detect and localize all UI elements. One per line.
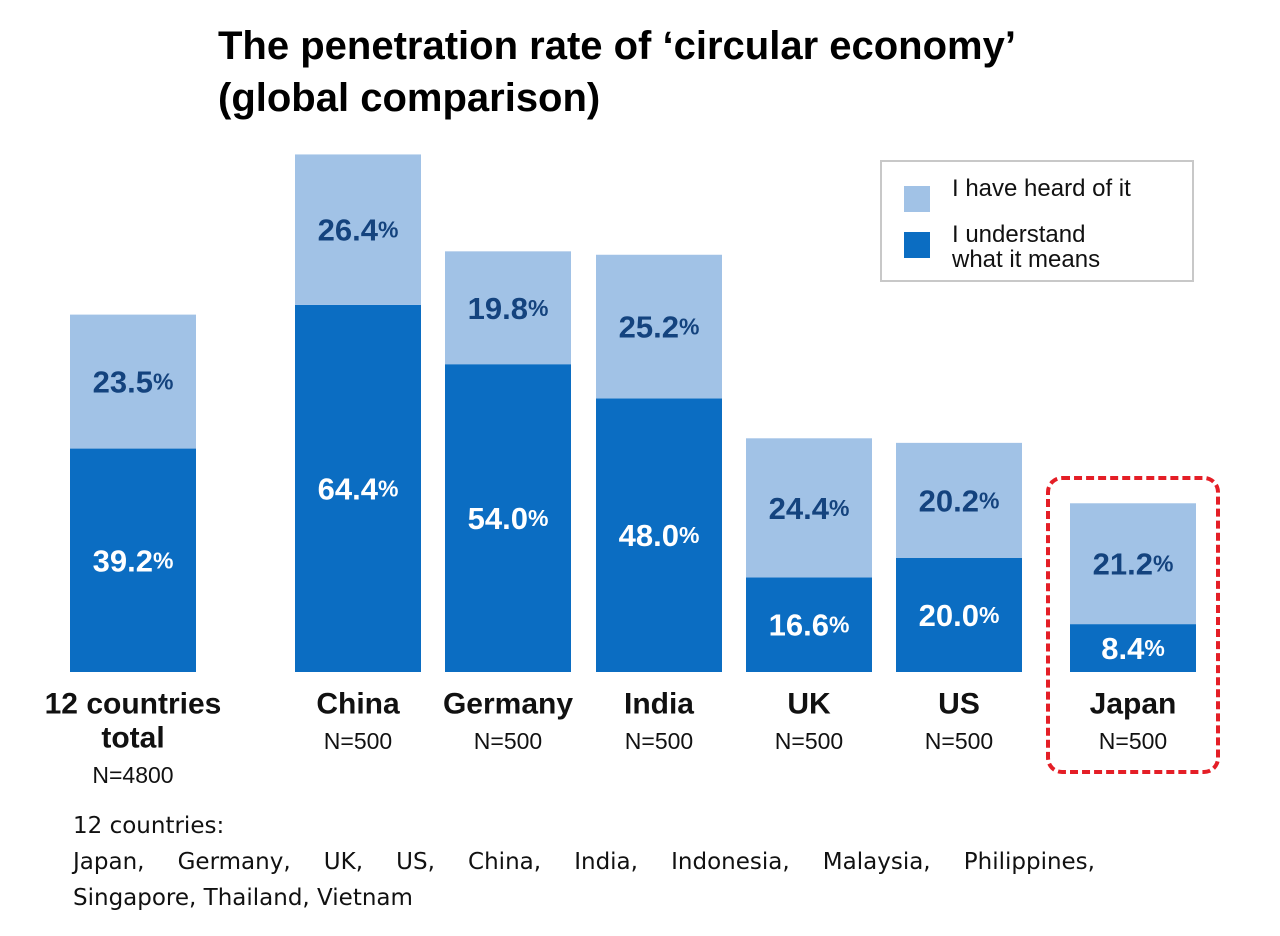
value-label-heard-6: 21.2% (1093, 546, 1174, 581)
value-label-heard-0: 23.5% (93, 364, 174, 399)
value-label-understand-5: 20.0% (919, 598, 1000, 633)
value-label-heard-4: 24.4% (769, 490, 850, 525)
bar-understand-4 (746, 577, 872, 672)
legend-label-understand-line-2: what it means (952, 246, 1101, 273)
legend-label-understand: I understand what it means (952, 222, 1100, 272)
footnote-line-3: Singapore, Thailand, Vietnam (73, 885, 413, 911)
bar-understand-1 (295, 304, 421, 672)
category-label-5: US (938, 688, 980, 721)
value-label-heard-3: 25.2% (619, 309, 700, 344)
sample-size-label-2: N=500 (474, 728, 542, 754)
footnote-country-list-line-1: Japan, Germany, UK, US, China, India, Indonesi… (73, 844, 1095, 880)
bar-understand-5 (896, 558, 1022, 672)
legend-item-heard: I have heard of it (904, 176, 1131, 212)
bar-heard-2 (445, 251, 571, 365)
footnote-country-1: Germany, (177, 849, 291, 875)
legend-item-understand: I understand what it means (904, 222, 1100, 272)
category-label-3: India (624, 688, 694, 721)
bar-heard-5 (896, 442, 1022, 558)
chart-title-line-2: (global comparison) (218, 76, 601, 120)
sample-size-label-5: N=500 (925, 728, 993, 754)
sample-size-label-3: N=500 (625, 728, 693, 754)
sample-size-label-4: N=500 (775, 728, 843, 754)
footnote-country-4: China, (468, 849, 542, 875)
bar-understand-2 (445, 364, 571, 672)
footnote-country-5: India, (574, 849, 638, 875)
footnote-country-8: Philippines, (963, 849, 1095, 875)
value-label-understand-2: 54.0% (468, 501, 549, 536)
sample-size-label-0: N=4800 (92, 762, 173, 788)
footnote-country-2: UK, (323, 849, 364, 875)
footnote-country-0: Japan, (73, 849, 145, 875)
value-label-understand-3: 48.0% (619, 518, 700, 553)
bar-heard-1 (295, 154, 421, 305)
category-label-0-line-1: total (101, 722, 164, 755)
value-label-understand-6: 8.4% (1101, 631, 1165, 666)
chart-legend: I have heard of it I understand what it … (880, 160, 1194, 282)
legend-label-understand-line-1: I understand (952, 221, 1086, 248)
bar-heard-3 (596, 254, 722, 399)
value-label-understand-4: 16.6% (769, 607, 850, 642)
legend-label-heard: I have heard of it (952, 176, 1131, 201)
value-label-heard-5: 20.2% (919, 483, 1000, 518)
sample-size-label-6: N=500 (1099, 728, 1167, 754)
legend-label-heard-text: I have heard of it (952, 175, 1131, 202)
footnote: 12 countries: Japan, Germany, UK, US, China,… (73, 808, 1095, 916)
value-label-heard-1: 26.4% (318, 212, 399, 247)
bar-heard-4 (746, 438, 872, 578)
value-label-understand-0: 39.2% (93, 543, 174, 578)
category-label-6: Japan (1090, 688, 1177, 721)
bar-heard-6 (1070, 503, 1196, 625)
category-label-1: China (316, 688, 400, 721)
footnote-country-7: Malaysia, (822, 849, 931, 875)
bar-understand-3 (596, 398, 722, 672)
value-label-heard-2: 19.8% (468, 290, 549, 325)
bar-understand-6 (1070, 624, 1196, 672)
bar-heard-0 (70, 314, 196, 449)
bar-understand-0 (70, 448, 196, 672)
footnote-country-6: Indonesia, (671, 849, 790, 875)
value-label-understand-1: 64.4% (318, 471, 399, 506)
category-label-4: UK (787, 688, 831, 721)
footnote-line-1: 12 countries: (73, 813, 225, 839)
legend-swatch-understand (904, 232, 930, 258)
japan-highlight-box (1046, 476, 1220, 774)
category-label-0-line-0: 12 countries (45, 688, 222, 721)
chart-title-line-1: The penetration rate of ‘circular econom… (218, 24, 1016, 68)
legend-swatch-heard (904, 186, 930, 212)
chart-title: The penetration rate of ‘circular econom… (218, 20, 1016, 124)
footnote-country-3: US, (396, 849, 435, 875)
category-label-2: Germany (443, 688, 573, 721)
sample-size-label-1: N=500 (324, 728, 392, 754)
